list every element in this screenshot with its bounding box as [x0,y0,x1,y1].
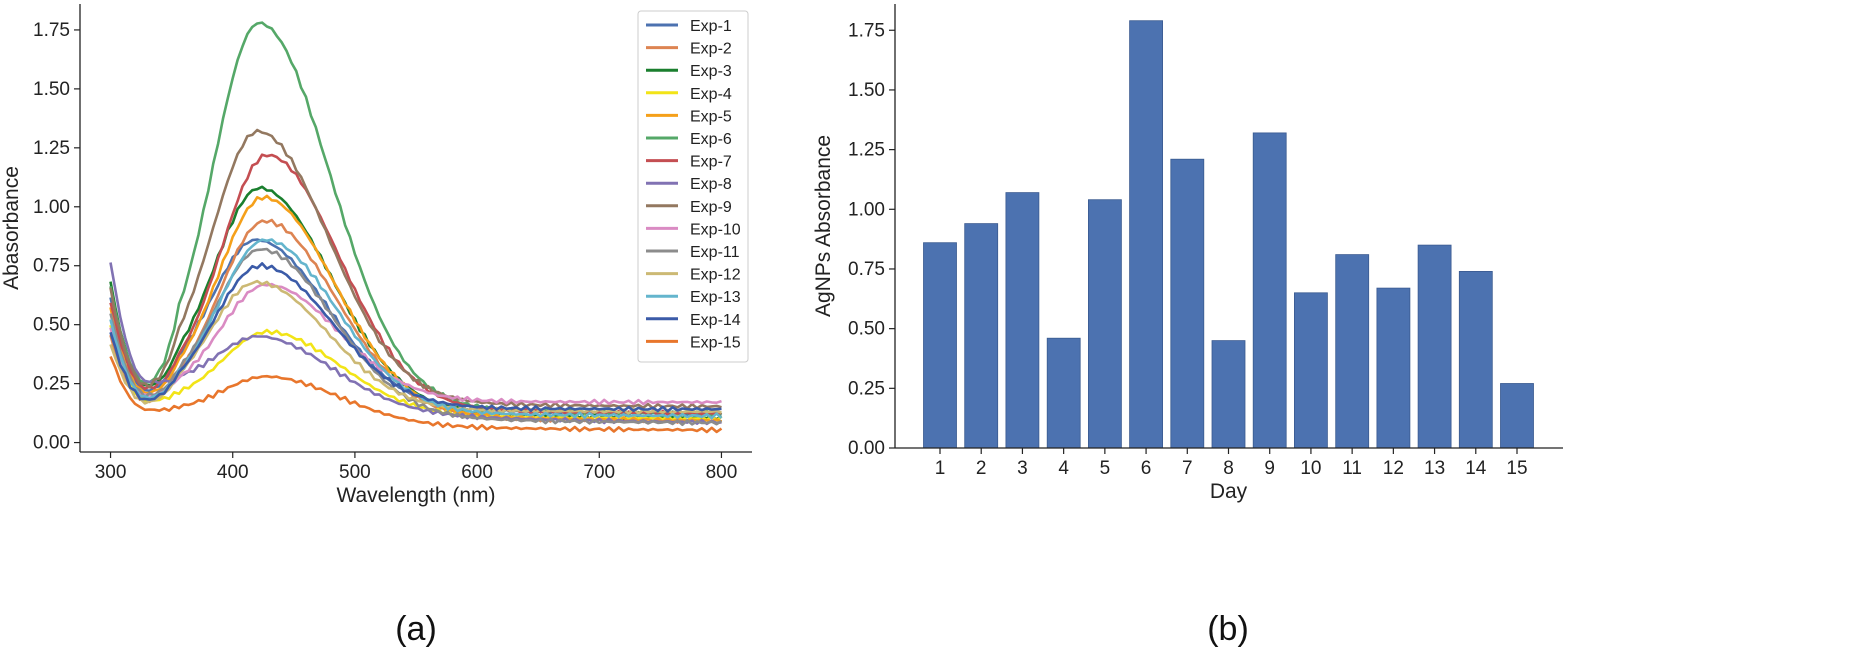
bar-day-4 [1046,337,1081,449]
legend-label-exp-15: Exp-15 [690,334,741,351]
panel-b-y-tick-label: 0.25 [848,378,885,399]
bar-day-7 [1170,158,1205,449]
panel-a-x-tick-label: 600 [461,462,493,483]
panel-a-series-lines [109,21,723,434]
panel-a-y-tick-label: 1.00 [33,197,70,218]
panel-b-x-tick-label: 11 [1342,458,1362,479]
legend-label-exp-1: Exp-1 [690,18,732,35]
panel-b-y-tick-label: 0.50 [848,319,885,340]
legend-label-exp-10: Exp-10 [690,221,741,238]
panel-b-caption: (b) [1207,610,1249,648]
panel-b-y-tick-label: 1.25 [848,140,885,161]
series-line-exp-8 [109,262,722,426]
panel-a-y-tick-label: 0.00 [33,433,70,454]
legend-label-exp-12: Exp-12 [690,267,741,284]
panel-a-x-tick-label: 400 [217,462,249,483]
panel-b-x-tick-label: 10 [1300,458,1321,479]
bar-day-11 [1335,254,1370,449]
panel-a-y-tick-label: 0.50 [33,315,70,336]
panel-b-x-tick-label: 1 [935,458,946,479]
legend-label-exp-3: Exp-3 [690,63,732,80]
bar-day-12 [1376,287,1411,449]
panel-a-x-tick-label: 700 [583,462,615,483]
bar-day-9 [1252,132,1287,449]
series-line-exp-9 [109,128,722,410]
panel-a-ticks: 300 400 500 600 700 800 0.00 0.25 0.50 0.75 1.00 1.… [33,20,737,483]
panel-a-y-tick-label: 0.25 [33,374,70,395]
panel-a-x-tick-label: 300 [95,462,127,483]
bar-day-5 [1088,199,1122,449]
series-line-exp-6 [109,21,723,417]
panel-a-caption: (a) [395,610,437,648]
panel-a-legend: Exp-1 Exp-2 Exp-3 Exp-4 Exp-5 Exp-6 Exp-7 Exp-8… [637,10,749,363]
panel-b-bar-chart: 0.000.250.500.751.001.251.501.751 2 3 4 5 6 7 8… [812,4,1563,648]
legend-label-exp-7: Exp-7 [690,154,732,171]
bar-day-2 [964,223,999,449]
legend-label-exp-14: Exp-14 [690,312,741,329]
panel-a-y-tick-label: 1.75 [33,20,70,41]
panel-b-x-tick-label: 15 [1506,458,1527,479]
panel-b-x-tick-label: 12 [1383,458,1404,479]
panel-a-x-axis-label: Wavelength (nm) [336,484,495,507]
bar-day-10 [1294,292,1328,449]
legend-label-exp-2: Exp-2 [690,41,732,58]
legend-label-exp-6: Exp-6 [690,131,732,148]
panel-b-bars [923,20,1534,449]
panel-a-x-tick-label: 500 [339,462,371,483]
bar-day-14 [1458,270,1493,449]
panel-b-ticks: 0.000.250.500.751.001.251.501.751 2 3 4 5 6 7 8… [848,20,1528,479]
panel-b-x-axis-label: Day [1210,480,1248,503]
panel-b-x-tick-label: 3 [1017,458,1028,479]
bar-day-15 [1500,383,1534,449]
panel-a-line-chart: 300 400 500 600 700 800 0.00 0.25 0.50 0.75 1.00 1.… [0,4,752,648]
panel-b-x-tick-label: 7 [1182,458,1193,479]
panel-b-y-tick-label: 0.00 [848,438,885,459]
panel-b-x-tick-label: 9 [1264,458,1275,479]
panel-b-y-tick-label: 1.75 [848,20,885,41]
series-line-exp-15 [109,355,723,434]
legend-label-exp-13: Exp-13 [690,289,741,306]
panel-b-x-tick-label: 6 [1141,458,1152,479]
legend-label-exp-11: Exp-11 [690,244,740,261]
bar-day-1 [923,242,957,449]
panel-a-x-tick-label: 800 [706,462,738,483]
panel-a-y-tick-label: 1.25 [33,138,70,159]
panel-b-x-tick-label: 5 [1100,458,1111,479]
bar-day-3 [1005,192,1040,449]
panel-a-y-axis-label: Abasorbance [0,166,23,290]
legend-label-exp-5: Exp-5 [690,108,732,125]
panel-b-y-axis-label: AgNPs Absorbance [812,135,835,317]
panel-b-x-tick-label: 14 [1465,458,1487,479]
bar-day-6 [1129,20,1163,449]
legend-label-exp-9: Exp-9 [690,199,732,216]
panel-a-y-tick-label: 0.75 [33,256,70,277]
panel-b-x-tick-label: 13 [1424,458,1445,479]
panel-a-y-tick-label: 1.50 [33,79,70,100]
panel-b-y-tick-label: 1.50 [848,80,885,101]
legend-label-exp-4: Exp-4 [690,86,732,103]
panel-b-x-tick-label: 4 [1058,458,1069,479]
panel-b-x-tick-label: 2 [976,458,987,479]
bar-day-8 [1211,340,1246,449]
series-line-exp-10 [109,282,722,406]
legend-label-exp-8: Exp-8 [690,176,732,193]
panel-b-x-tick-label: 8 [1223,458,1234,479]
series-line-exp-12 [109,279,722,415]
panel-b-y-tick-label: 0.75 [848,259,885,280]
series-line-exp-14 [109,262,722,413]
panel-b-y-tick-label: 1.00 [848,199,885,220]
bar-day-13 [1417,244,1452,449]
